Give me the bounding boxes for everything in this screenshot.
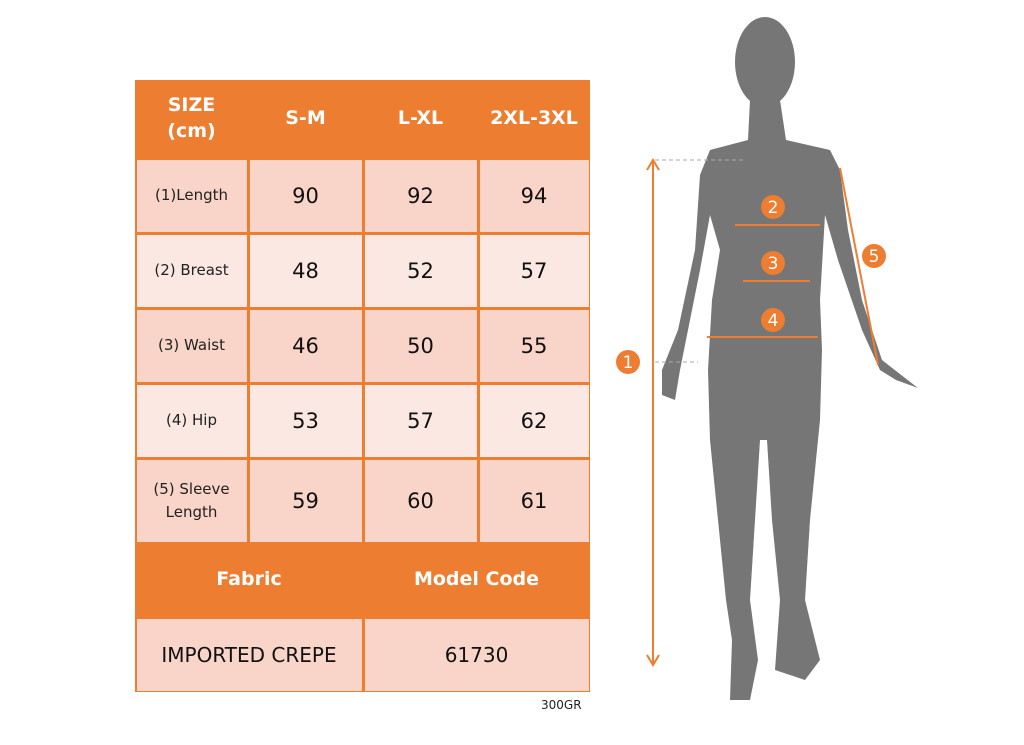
- svg-text:4: 4: [768, 311, 779, 331]
- sleeve-arrow: [839, 167, 879, 366]
- svg-text:3: 3: [768, 254, 779, 274]
- size-value: 60: [364, 459, 477, 542]
- marker-4: 4: [761, 308, 785, 332]
- model-code-header: Model Code: [364, 544, 589, 616]
- row-label: (1)Length: [136, 159, 247, 232]
- size-value: 57: [479, 234, 589, 307]
- body-measurement-figure: 1 2 3 4 5: [616, 17, 918, 700]
- size-value: 92: [364, 159, 477, 232]
- header-cell: SIZE (cm): [136, 81, 247, 157]
- marker-3: 3: [761, 251, 785, 275]
- row-label: (3) Waist: [136, 309, 247, 382]
- marker-5: 5: [862, 244, 886, 268]
- size-value: 52: [364, 234, 477, 307]
- weight-note: 300GR: [541, 698, 582, 712]
- row-label: (4) Hip: [136, 384, 247, 457]
- header-cell: L-XL: [364, 81, 477, 157]
- fabric-value: IMPORTED CREPE: [136, 618, 362, 691]
- model-code-value: 61730: [364, 618, 589, 691]
- size-value: 53: [249, 384, 362, 457]
- svg-text:2: 2: [768, 198, 779, 218]
- size-value: 46: [249, 309, 362, 382]
- size-value: 94: [479, 159, 589, 232]
- row-label: (5) Sleeve Length: [136, 459, 247, 542]
- svg-text:1: 1: [623, 353, 634, 373]
- size-value: 50: [364, 309, 477, 382]
- size-chart-table: SIZE (cm) S-M L-XL 2XL-3XL (1)Length 90 92 94 (2…: [135, 80, 590, 692]
- svg-text:5: 5: [869, 247, 880, 267]
- row-label: (2) Breast: [136, 234, 247, 307]
- size-value: 90: [249, 159, 362, 232]
- fabric-header: Fabric: [136, 544, 362, 616]
- silhouette: [662, 17, 918, 700]
- header-cell: S-M: [249, 81, 362, 157]
- size-value: 57: [364, 384, 477, 457]
- marker-1: 1: [616, 350, 640, 374]
- header-cell: 2XL-3XL: [479, 81, 589, 157]
- size-value: 59: [249, 459, 362, 542]
- size-value: 62: [479, 384, 589, 457]
- size-value: 61: [479, 459, 589, 542]
- marker-2: 2: [761, 195, 785, 219]
- size-value: 48: [249, 234, 362, 307]
- size-value: 55: [479, 309, 589, 382]
